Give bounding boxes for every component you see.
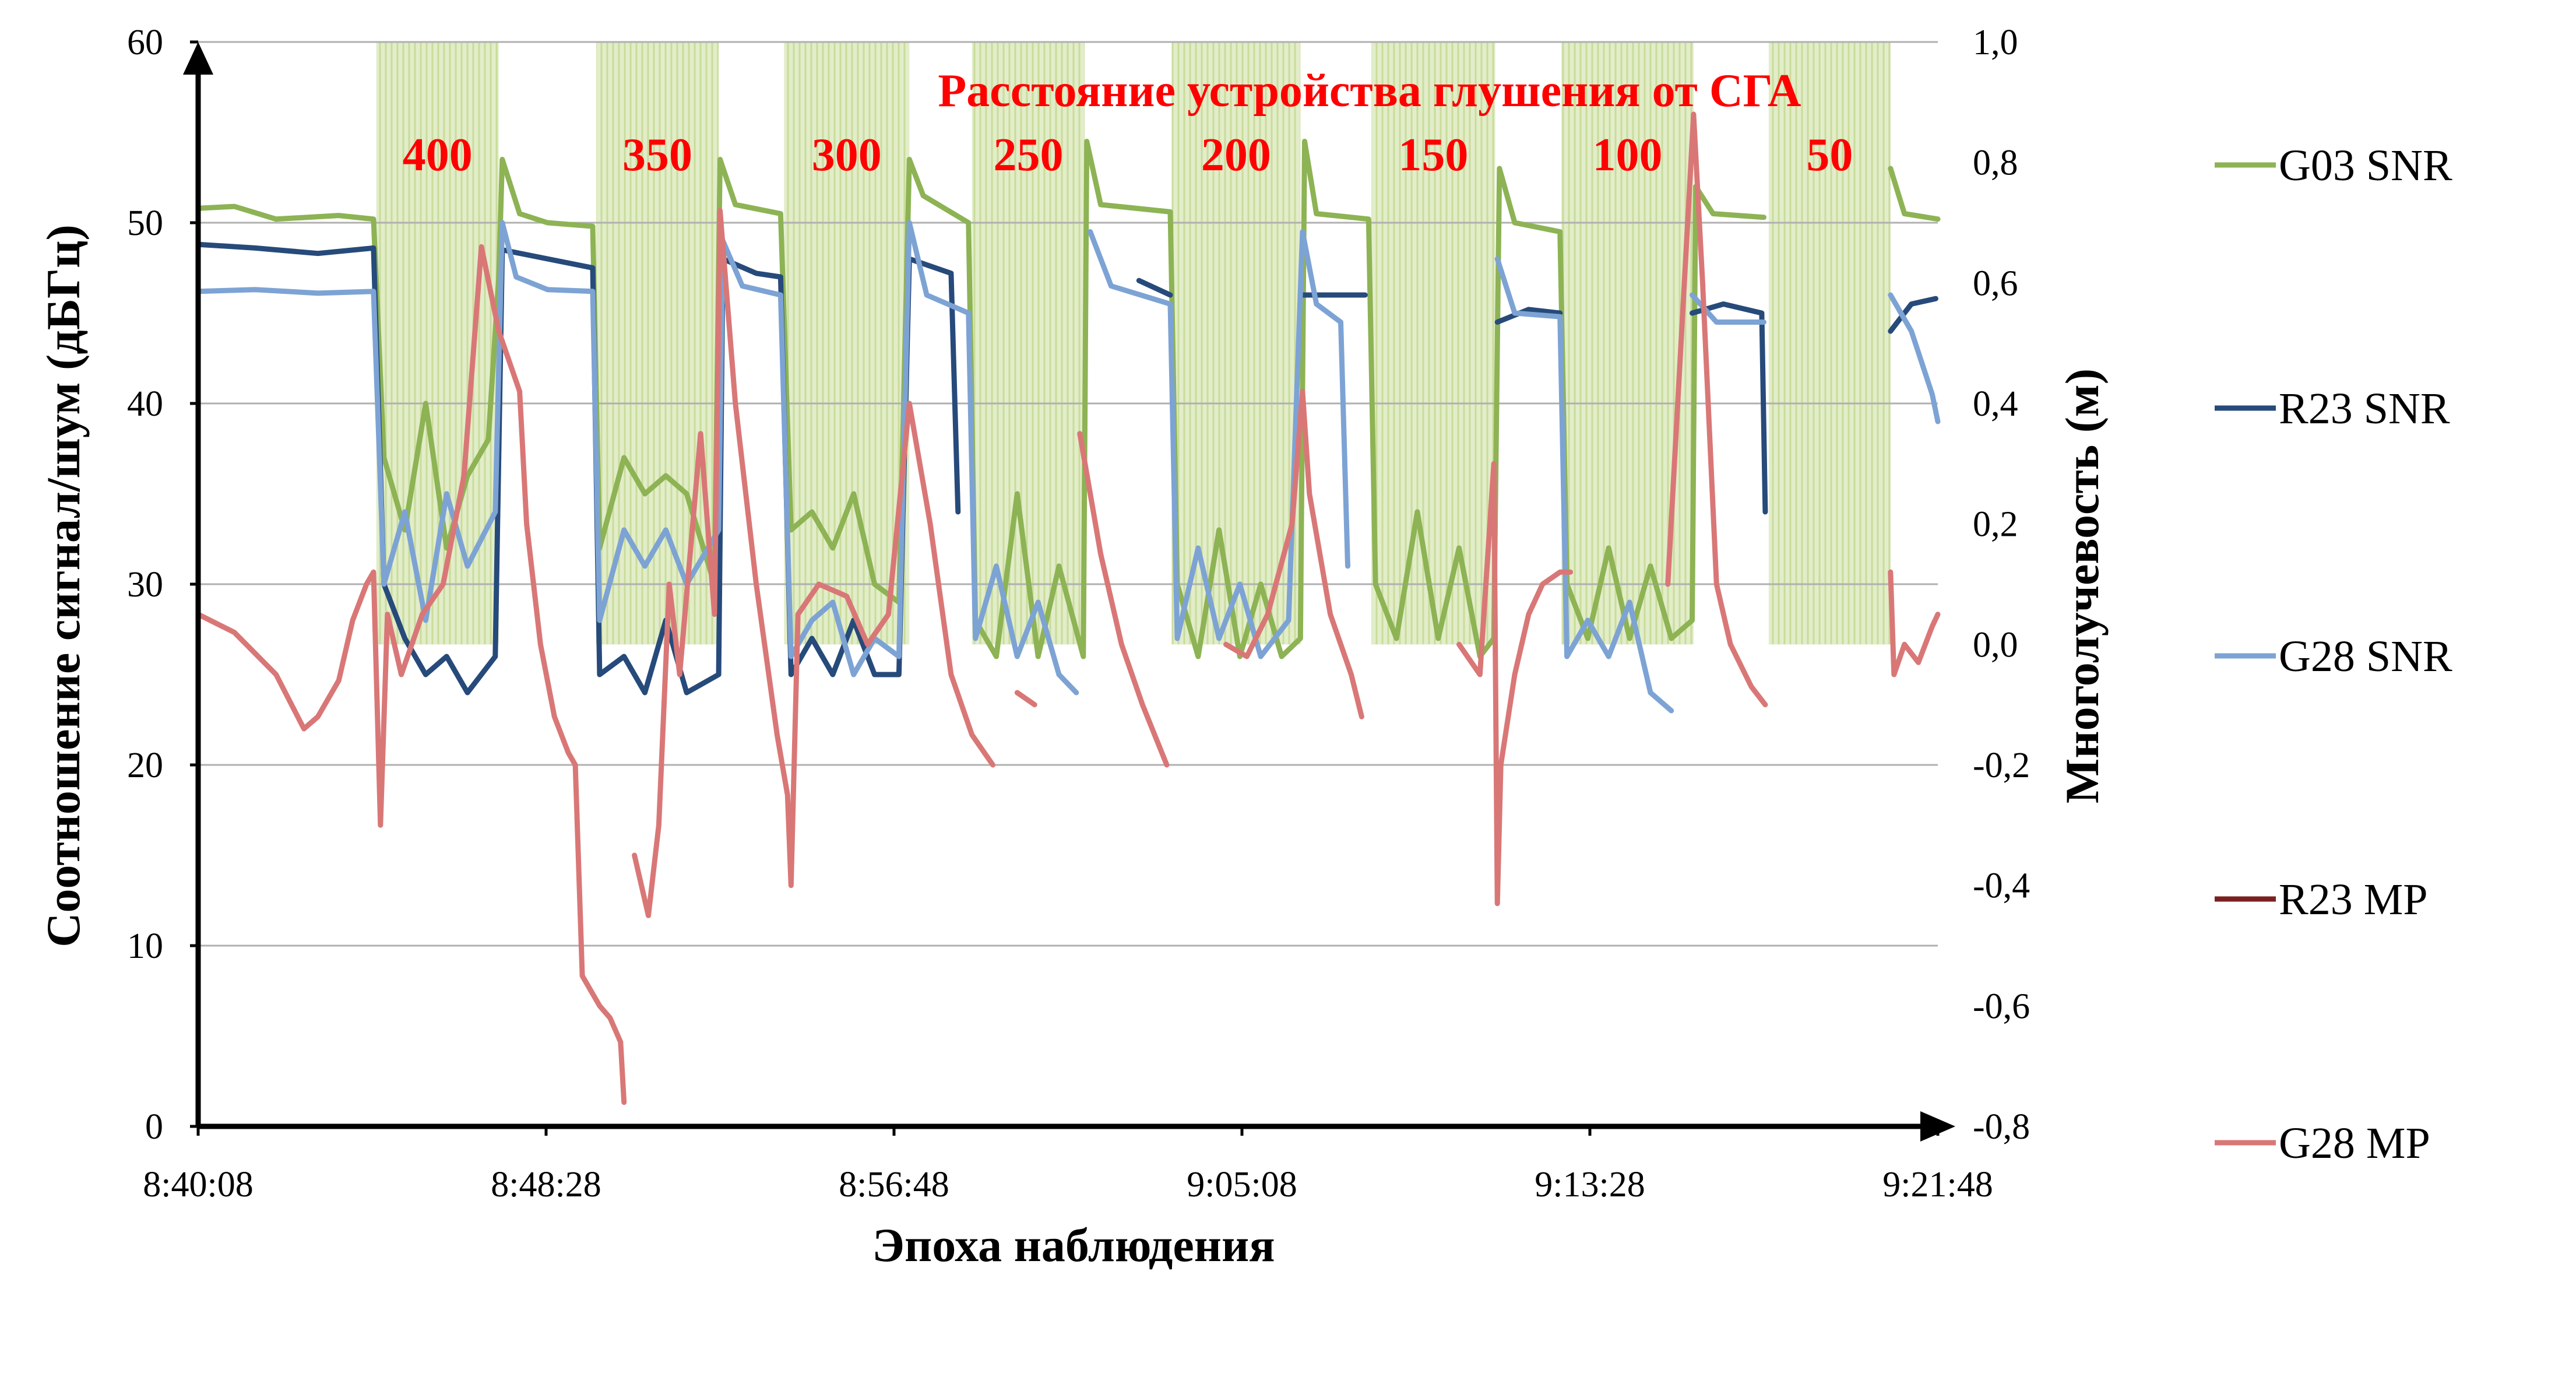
y-axis-arrow [183,42,213,75]
y2-tick-label: -0,4 [1973,866,2030,906]
x-tick-label: 9:05:08 [1187,1165,1297,1205]
legend-label: G03 SNR [2279,141,2452,190]
band-label: 300 [812,129,882,181]
y-tick-label: 40 [127,384,163,424]
y2-tick-label: 0,2 [1973,505,2018,545]
y2-tick-label: 0,8 [1973,143,2018,183]
jamming-bands [376,42,1891,645]
y2-tick-label: -0,8 [1973,1107,2030,1147]
y-tick-label: 50 [127,203,163,243]
legend: G03 SNR R23 SNR G28 SNR R23 MP G28 MP [2215,141,2452,1168]
jamming-band [1768,42,1891,645]
x-axis-title: Эпоха наблюдения [872,1219,1275,1272]
y2-tick-label: 0,6 [1973,264,2018,303]
series-lines [195,111,1941,1105]
band-label: 250 [993,129,1063,181]
y2-tick-label: 0,4 [1973,384,2018,424]
y2-tick-label: -0,2 [1973,746,2030,785]
band-label: 350 [622,129,692,181]
jamming-band [784,42,910,645]
x-tick-label: 9:21:48 [1882,1165,1993,1205]
band-label: 100 [1592,129,1662,181]
y2-tick-label: 1,0 [1973,23,2018,62]
y-tick-label: 30 [127,565,163,605]
x-tick-label: 8:56:48 [839,1165,949,1205]
jamming-band [1371,42,1495,645]
series-line [195,241,1938,696]
band-labels: 400 350 300 250 200 150 100 50 [403,129,1853,181]
x-tick-label: 8:48:28 [491,1165,601,1205]
jamming-band [972,42,1085,645]
x-tick-label: 8:40:08 [143,1165,253,1205]
band-label: 50 [1806,129,1853,181]
y-tick-label: 10 [127,926,163,966]
annotation-title: Расстояние устройства глушения от СГА [938,65,1801,117]
legend-label: G28 MP [2279,1119,2430,1168]
band-label: 400 [403,129,473,181]
tick-labels: 0 10 20 30 40 50 60 -0,8 -0,6 -0,4 -0,2 0,0 0,2 0,4 0,… [127,23,2030,1205]
y2-tick-label: 0,0 [1973,625,2018,665]
series-line [195,111,1941,1105]
y-axis-title: Соотношение сигнал/шум (дБГц) [37,224,90,947]
band-label: 200 [1201,129,1271,181]
series-line [195,139,1941,659]
legend-label: R23 SNR [2279,384,2450,433]
y2-tick-label: -0,6 [1973,986,2030,1026]
x-tick-label: 9:13:28 [1535,1165,1645,1205]
y-tick-label: 20 [127,746,163,785]
y-tick-label: 0 [145,1107,163,1147]
band-label: 150 [1398,129,1468,181]
jamming-band [1171,42,1301,645]
legend-label: R23 MP [2279,875,2428,924]
y2-axis-title: Многолучевость (м) [2056,368,2109,803]
series-line [195,220,1941,714]
y-tick-label: 60 [127,23,163,62]
legend-label: G28 SNR [2279,632,2452,681]
